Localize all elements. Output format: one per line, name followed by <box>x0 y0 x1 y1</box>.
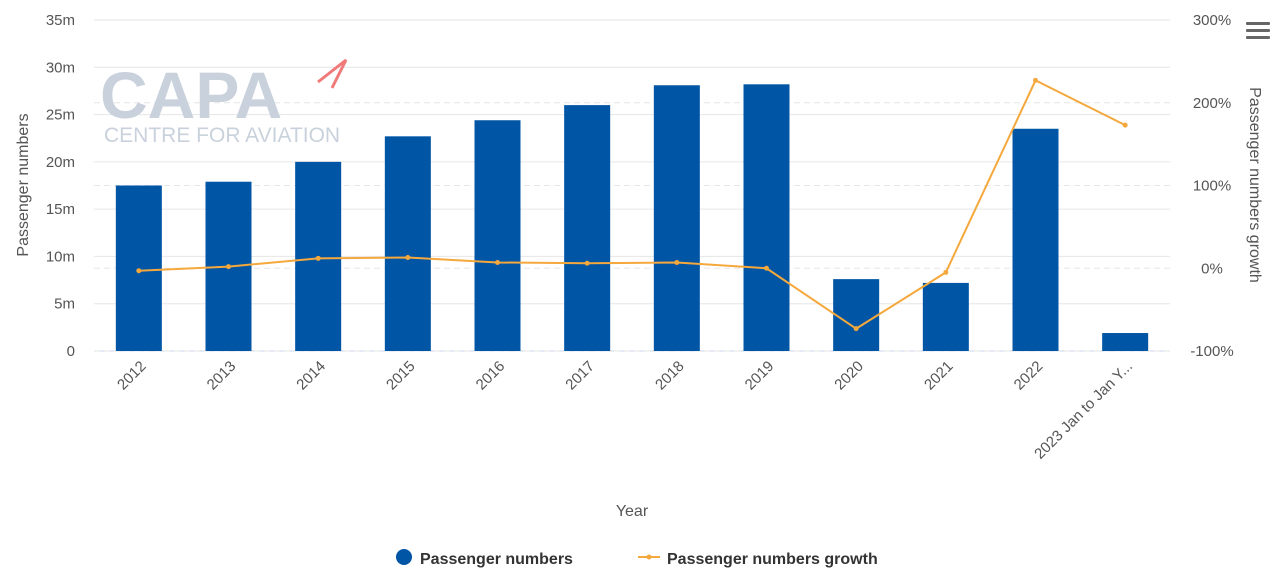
y-tick-label: 30m <box>46 59 75 76</box>
y-axis-left: 0 5m 10m 15m 20m 25m 30m 35m <box>46 12 75 360</box>
hamburger-menu-icon-bar <box>1246 29 1270 32</box>
bar-2016[interactable] <box>474 120 521 351</box>
legend-label-bars: Passenger numbers <box>420 551 573 568</box>
bar-2022[interactable] <box>1012 128 1059 351</box>
y-tick-label: 5m <box>54 296 75 313</box>
legend-item-passenger-numbers-growth[interactable]: Passenger numbers growth <box>638 551 878 568</box>
y2-tick-label: -100% <box>1190 343 1233 360</box>
grid-lines <box>94 19 1170 352</box>
x-tick-label: 2021 <box>921 358 957 394</box>
legend: Passenger numbers Passenger numbers grow… <box>396 549 878 568</box>
bar-2020[interactable] <box>833 279 880 351</box>
y2-tick-label: 200% <box>1193 95 1231 112</box>
growth-point[interactable] <box>495 259 500 265</box>
growth-point[interactable] <box>315 255 321 261</box>
line-series <box>136 77 1128 332</box>
y2-tick-label: 300% <box>1193 12 1231 29</box>
bar-2019[interactable] <box>743 84 790 352</box>
x-tick-label: 2020 <box>831 358 867 394</box>
hamburger-menu-icon <box>1246 22 1270 25</box>
y-tick-label: 10m <box>46 248 75 265</box>
hamburger-menu-icon-bar <box>1246 36 1270 39</box>
x-tick-label: 2018 <box>652 358 688 394</box>
x-tick-label: 2019 <box>742 358 778 394</box>
x-tick-label: 2017 <box>562 358 598 394</box>
growth-point[interactable] <box>853 326 859 332</box>
growth-point[interactable] <box>1122 122 1128 128</box>
watermark-sub: CENTRE FOR AVIATION <box>104 124 340 147</box>
growth-point[interactable] <box>405 254 411 260</box>
x-tick-label: 2013 <box>204 358 240 394</box>
legend-item-passenger-numbers[interactable]: Passenger numbers <box>396 549 573 568</box>
x-tick-label: 2022 <box>1011 358 1047 394</box>
growth-point[interactable] <box>226 264 231 270</box>
capa-watermark: CAPA CENTRE FOR AVIATION <box>100 58 348 147</box>
growth-point[interactable] <box>943 269 949 275</box>
legend-line-dot <box>646 554 652 560</box>
bar-2021[interactable] <box>922 282 969 351</box>
x-tick-label: 2016 <box>473 358 509 394</box>
bar-2015[interactable] <box>384 136 431 351</box>
growth-point[interactable] <box>674 259 680 265</box>
bar-2017[interactable] <box>564 105 611 351</box>
watermark-brand: CAPA <box>100 58 282 132</box>
x-axis: 2012 2013 2014 2015 2016 2017 2018 2019 2020 2021… <box>114 358 1136 463</box>
legend-label-line: Passenger numbers growth <box>667 551 878 568</box>
y-tick-label: 0 <box>67 343 75 360</box>
bar-series <box>115 84 1149 352</box>
bar-2018[interactable] <box>653 85 700 352</box>
growth-point[interactable] <box>136 268 142 274</box>
y-tick-label: 15m <box>46 201 75 218</box>
x-tick-label: 2014 <box>293 358 329 394</box>
y-tick-label: 25m <box>46 107 75 124</box>
y2-tick-label: 100% <box>1193 178 1231 195</box>
x-tick-label: 2012 <box>114 358 150 394</box>
y-tick-label: 20m <box>46 154 75 171</box>
growth-point[interactable] <box>1033 77 1038 83</box>
bar-2023-jan-to-jan-y-[interactable] <box>1102 333 1149 351</box>
x-axis-title: Year <box>616 503 649 520</box>
legend-bar-marker <box>396 549 412 565</box>
growth-line <box>138 79 1126 330</box>
watermark-plane-icon <box>317 58 348 89</box>
x-tick-label: 2015 <box>383 358 419 394</box>
y2-axis-title: Passenger numbers growth <box>1246 87 1263 283</box>
y-axis-right: -100% 0% 100% 200% 300% <box>1190 12 1233 360</box>
y-tick-label: 35m <box>46 12 75 29</box>
x-tick-label: 2023 Jan to Jan Y... <box>1031 358 1136 463</box>
growth-point[interactable] <box>584 260 590 266</box>
growth-point[interactable] <box>764 265 769 271</box>
y2-tick-label: 0% <box>1201 260 1223 277</box>
y-axis-title: Passenger numbers <box>15 113 32 256</box>
chart-menu-button[interactable] <box>1246 22 1270 44</box>
